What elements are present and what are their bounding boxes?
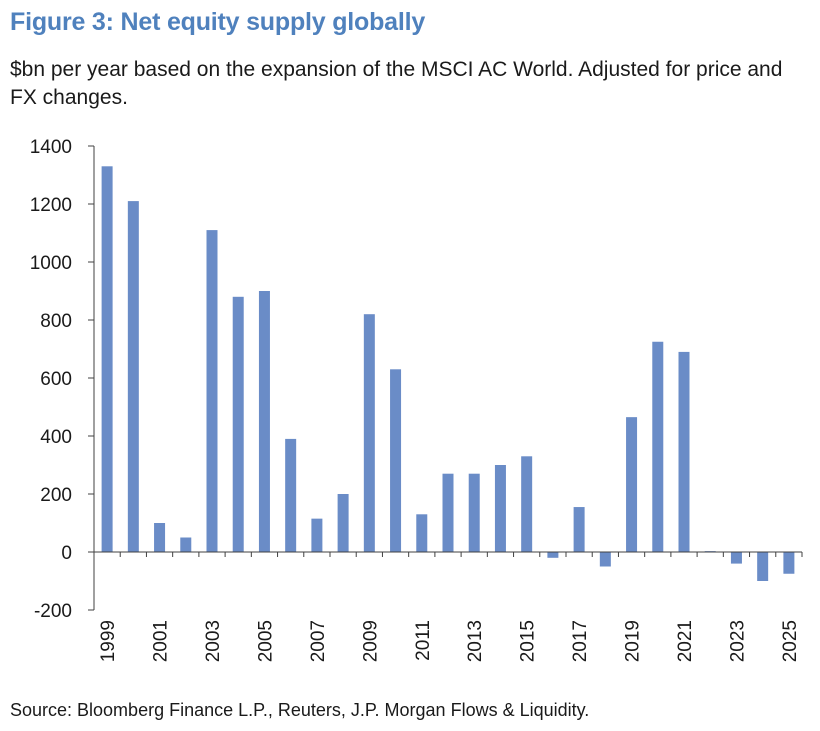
y-tick-labels: -200 0 200 400 600 800 1000 1200 1400 (30, 137, 72, 622)
axes-group (88, 145, 803, 611)
bar-2017 (573, 507, 585, 552)
bar-2012 (442, 473, 454, 552)
bar-2015 (521, 456, 533, 552)
bar-2002 (180, 537, 192, 552)
x-tick-label: 2005 (255, 620, 276, 662)
y-tick-label: 1200 (30, 195, 72, 216)
bar-1999 (101, 166, 113, 553)
x-tick-label: 2017 (570, 620, 591, 662)
x-tick-label: 2025 (780, 620, 801, 662)
bar-2020 (652, 341, 664, 552)
x-tick-label: 2015 (518, 620, 539, 662)
y-tick-label: 800 (40, 311, 72, 332)
y-tick-label: 200 (40, 485, 72, 506)
bar-2024 (757, 552, 769, 581)
bar-2005 (258, 291, 270, 552)
bar-2014 (494, 465, 506, 552)
x-tick-label: 2013 (465, 620, 486, 662)
bars-group (101, 166, 795, 581)
x-tick-label: 2001 (151, 620, 172, 662)
bar-2021 (678, 351, 690, 552)
bar-chart: -200 0 200 400 600 800 1000 1200 1400 1999 2001 20… (30, 137, 803, 662)
bar-2013 (468, 473, 480, 552)
x-tick-label: 2019 (623, 620, 644, 662)
y-tick-label: 400 (40, 427, 72, 448)
bar-2003 (206, 230, 218, 552)
y-tick-label: 1400 (30, 137, 72, 158)
bar-2025 (783, 552, 795, 574)
y-tick-label: 0 (61, 543, 72, 564)
x-tick-label: 2003 (203, 620, 224, 662)
x-tick-label: 2011 (413, 620, 434, 661)
y-tick-label: 1000 (30, 253, 72, 274)
y-tick-label: 600 (40, 369, 72, 390)
bar-2018 (599, 552, 611, 567)
source-note: Source: Bloomberg Finance L.P., Reuters,… (10, 700, 590, 720)
bar-2008 (337, 494, 349, 552)
bar-2010 (390, 369, 402, 552)
bar-2019 (626, 417, 638, 552)
chart-subtitle: $bn per year based on the expansion of t… (10, 58, 783, 109)
bar-2009 (363, 314, 375, 552)
bar-2006 (285, 438, 297, 552)
x-tick-label: 2023 (727, 620, 748, 662)
x-tick-label: 1999 (98, 620, 119, 662)
bar-2001 (154, 523, 166, 552)
x-tick-label: 2021 (675, 620, 696, 662)
bar-2004 (232, 296, 244, 552)
bar-2011 (416, 514, 428, 552)
x-tick-labels: 1999 2001 2003 2005 2007 2009 2011 2013 2015 2017… (98, 620, 801, 662)
x-tick-label: 2007 (308, 620, 329, 662)
x-tick-label: 2009 (360, 620, 381, 662)
bar-2023 (730, 552, 742, 564)
bar-2016 (547, 552, 559, 558)
y-tick-label: -200 (34, 601, 72, 622)
bar-2000 (127, 201, 139, 552)
bar-2007 (311, 518, 323, 552)
chart-title: Figure 3: Net equity supply globally (10, 8, 426, 36)
